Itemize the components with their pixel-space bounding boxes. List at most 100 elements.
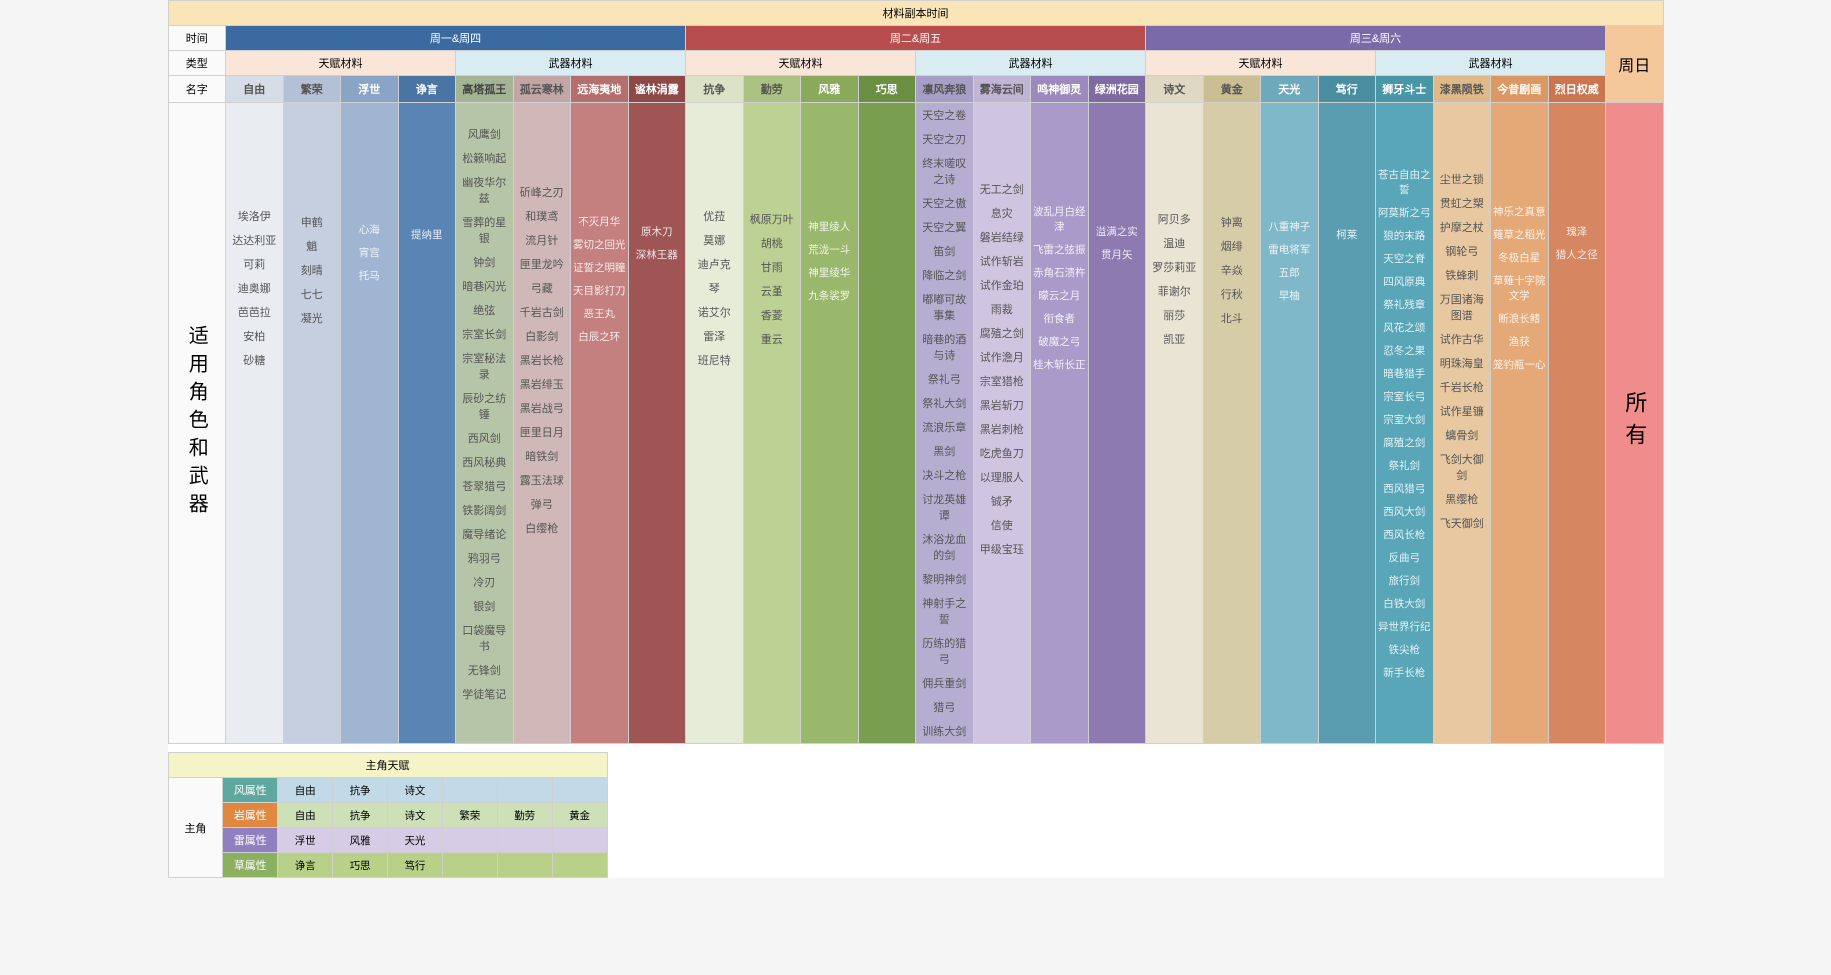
material-item: 吃虎鱼刀 [974, 441, 1031, 465]
material-item: 草薙十字院文学 [1491, 269, 1548, 307]
material-item [1261, 379, 1318, 397]
material-item [571, 582, 628, 600]
material-item [284, 564, 341, 582]
material-item [1319, 498, 1376, 516]
material-name: 抗争 [686, 76, 744, 103]
material-item [1319, 426, 1376, 444]
material-item: 飞剑大御剑 [1434, 447, 1491, 487]
material-item [859, 405, 916, 423]
material-item [1549, 356, 1606, 374]
material-item [226, 570, 283, 588]
material-item: 磐岩结绿 [974, 225, 1031, 249]
material-item [801, 469, 858, 487]
material-item: 弹弓 [514, 492, 571, 516]
material-item [1549, 320, 1606, 338]
protag-mat: 自由 [278, 803, 333, 828]
material-item [1549, 338, 1606, 356]
material-item: 千岩长枪 [1434, 375, 1491, 399]
material-item: 苍古自由之誓 [1376, 163, 1433, 201]
material-item [226, 372, 283, 390]
protag-mat: 自由 [278, 778, 333, 803]
material-item [226, 516, 283, 534]
item-column: 神乐之真意薙草之稻光冬极白星草薙十字院文学断浪长鳍渔获笼钓瓶一心 [1491, 103, 1549, 744]
material-item: 暗巷猎手 [1376, 362, 1433, 385]
material-item [1146, 531, 1203, 549]
material-item: 终末嗟叹之诗 [916, 151, 973, 191]
item-column: 阿贝多温迪罗莎莉亚菲谢尔丽莎凯亚 [1146, 103, 1204, 744]
material-item [974, 651, 1031, 669]
material-item [801, 559, 858, 577]
material-item: 铖矛 [974, 489, 1031, 513]
material-schedule-table: 材料副本时间时间周一&周四周二&周五周三&周六周日类型天赋材料武器材料天赋材料武… [168, 0, 1664, 744]
material-name: 凛风奔狼 [916, 76, 974, 103]
material-item: 刻晴 [284, 258, 341, 282]
material-item [629, 392, 686, 410]
element-label: 草属性 [223, 853, 278, 878]
element-label: 雷属性 [223, 828, 278, 853]
material-item [1491, 502, 1548, 520]
material-item: 讨龙英雄谭 [916, 487, 973, 527]
material-item [226, 624, 283, 642]
material-item [744, 603, 801, 621]
material-item [1261, 559, 1318, 577]
material-item: 试作澹月 [974, 345, 1031, 369]
material-item: 芭芭拉 [226, 300, 283, 324]
material-item [1434, 589, 1491, 607]
material-item: 护摩之杖 [1434, 215, 1491, 239]
material-item [1319, 354, 1376, 372]
material-item [1261, 577, 1318, 595]
material-item [341, 467, 398, 485]
material-item: 安柏 [226, 324, 283, 348]
material-item: 弓藏 [514, 276, 571, 300]
material-item [801, 451, 858, 469]
weapon-header: 武器材料 [916, 51, 1146, 76]
material-item [399, 318, 456, 336]
material-item [801, 541, 858, 559]
material-item: 莫娜 [686, 228, 743, 252]
material-item: 托马 [341, 264, 398, 287]
material-item [629, 410, 686, 428]
material-item [226, 462, 283, 480]
item-column: 瑰泽猎人之径 [1548, 103, 1606, 744]
material-item [1491, 538, 1548, 556]
material-item [1491, 430, 1548, 448]
material-item: 天目影打刀 [571, 279, 628, 302]
material-item [1146, 585, 1203, 603]
material-item [686, 408, 743, 426]
material-item [859, 477, 916, 495]
material-item [744, 549, 801, 567]
material-item: 八重神子 [1261, 215, 1318, 238]
item-column: 申鹤魈刻晴七七凝光 [283, 103, 341, 744]
material-item [1146, 369, 1203, 387]
material-item: 原木刀 [629, 220, 686, 243]
element-label: 风属性 [223, 778, 278, 803]
material-item: 斫峰之刃 [514, 180, 571, 204]
talent-header: 天赋材料 [686, 51, 916, 76]
material-item: 罗莎莉亚 [1146, 255, 1203, 279]
material-item: 猎人之径 [1549, 243, 1606, 266]
item-column: 无工之剑息灾磐岩结绿试作斩岩试作金珀雨裁腐殖之剑试作澹月宗室猎枪黑岩斩刀黑岩刺枪… [973, 103, 1031, 744]
material-item: 埃洛伊 [226, 204, 283, 228]
material-item [1319, 516, 1376, 534]
material-item [399, 426, 456, 444]
material-item [859, 369, 916, 387]
material-item [1089, 500, 1146, 518]
item-column: 天空之卷天空之刃终末嗟叹之诗天空之傲天空之翼笛剑降临之剑嘟嘟可故事集暗巷的酒与诗… [916, 103, 974, 744]
material-item: 笼钓瓶一心 [1491, 353, 1548, 376]
material-item [571, 438, 628, 456]
material-item [859, 585, 916, 603]
protag-mat: 勤劳 [497, 803, 552, 828]
material-item: 祭礼大剑 [916, 391, 973, 415]
material-item [226, 426, 283, 444]
material-item [1204, 456, 1261, 474]
material-item [1319, 282, 1376, 300]
material-item [1031, 376, 1088, 394]
material-item: 阿莫斯之弓 [1376, 201, 1433, 224]
material-item: 雾切之回光 [571, 233, 628, 256]
material-item: 松籁响起 [456, 146, 513, 170]
material-item [1204, 510, 1261, 528]
material-item: 旅行剑 [1376, 569, 1433, 592]
protag-mat: 巧思 [333, 853, 388, 878]
material-item [399, 390, 456, 408]
material-item [1319, 408, 1376, 426]
